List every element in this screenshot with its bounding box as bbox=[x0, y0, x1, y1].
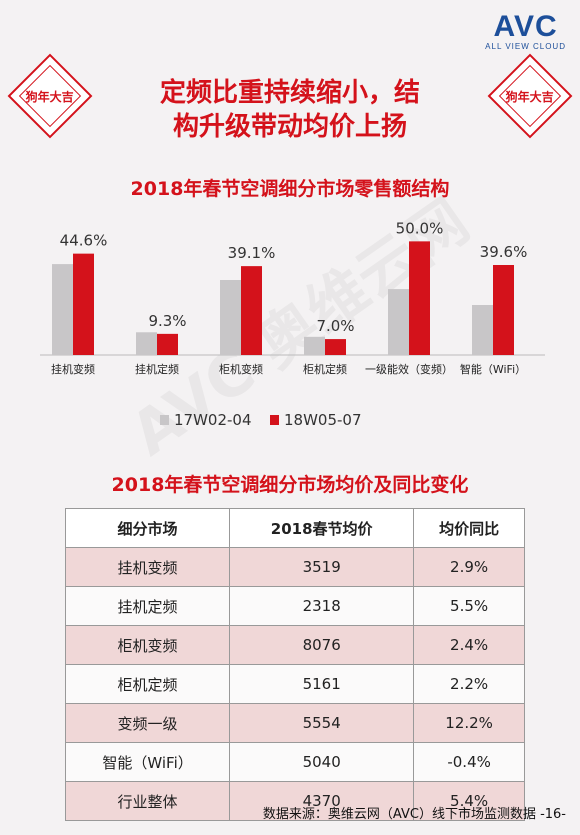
avc-logo: AVC ALL VIEW CLOUD bbox=[485, 10, 566, 52]
table-row: 挂机定频 2318 5.5% bbox=[64, 586, 525, 626]
headline-line-2: 构升级带动均价上扬 bbox=[172, 112, 407, 142]
bar-curr bbox=[73, 253, 94, 355]
cell-yoy: 2.4% bbox=[413, 625, 525, 665]
bar-chart: 44.6% 挂机变频 9.3% 挂机定频 39.1% 柜机变频 7.0% 柜机定频 50.0% 一… bbox=[40, 219, 545, 429]
legend-label: 18W05-07 bbox=[284, 411, 362, 429]
cell-segment: 柜机定频 bbox=[64, 664, 231, 704]
price-table: 细分市场 2018春节均价 均价同比 挂机变频 3519 2.9% 挂机定频 2318… bbox=[64, 508, 525, 821]
cell-segment: 挂机变频 bbox=[64, 547, 231, 587]
badge-text: 狗年大吉 bbox=[505, 89, 554, 104]
cell-yoy: 12.2% bbox=[413, 703, 525, 743]
table-row: 柜机定频 5161 2.2% bbox=[64, 664, 525, 704]
cell-yoy: 5.4% bbox=[413, 781, 525, 821]
cell-price: 3519 bbox=[229, 547, 415, 587]
category-label: 一级能效（变频） bbox=[365, 362, 453, 376]
data-label: 39.6% bbox=[480, 243, 528, 261]
category-label: 柜机定频 bbox=[303, 362, 347, 376]
cell-yoy: -0.4% bbox=[413, 742, 525, 782]
bar-curr bbox=[241, 266, 262, 355]
table-row: 行业整体 4370 5.4% bbox=[64, 781, 525, 821]
bar-curr bbox=[325, 339, 346, 355]
bar-prev bbox=[388, 289, 409, 355]
header-segment: 细分市场 bbox=[64, 508, 231, 548]
data-label: 50.0% bbox=[396, 219, 444, 237]
headline-line-1: 定频比重持续缩小，结 bbox=[159, 78, 420, 108]
cell-price: 8076 bbox=[229, 625, 415, 665]
cell-yoy: 2.9% bbox=[413, 547, 525, 587]
bar-prev bbox=[472, 305, 493, 355]
legend-swatch bbox=[160, 415, 169, 425]
cell-price: 4370 bbox=[229, 781, 415, 821]
cell-yoy: 2.2% bbox=[413, 664, 525, 704]
header-avg-price: 2018春节均价 bbox=[229, 508, 415, 548]
category-label: 智能（WiFi） bbox=[460, 362, 526, 376]
bar-prev bbox=[136, 332, 157, 355]
chart-title: 2018年春节空调细分市场零售额结构 bbox=[130, 178, 450, 200]
cell-segment: 挂机定频 bbox=[64, 586, 231, 626]
category-label: 柜机变频 bbox=[219, 362, 263, 376]
dog-year-badge-left: 狗年大吉 bbox=[7, 53, 93, 139]
table-row: 柜机变频 8076 2.4% bbox=[64, 625, 525, 665]
legend-label: 17W02-04 bbox=[174, 411, 252, 429]
headline: 定频比重持续缩小，结 构升级带动均价上扬 bbox=[90, 76, 490, 144]
table-title: 2018年春节空调细分市场均价及同比变化 bbox=[111, 474, 469, 496]
table-row: 挂机变频 3519 2.9% bbox=[64, 547, 525, 587]
cell-segment: 行业整体 bbox=[64, 781, 231, 821]
source-note: 数据来源：奥维云网（AVC）线下市场监测数据 -16- bbox=[262, 807, 566, 822]
data-label: 39.1% bbox=[228, 244, 276, 262]
bar-curr bbox=[493, 265, 514, 355]
table-header-row: 细分市场 2018春节均价 均价同比 bbox=[64, 508, 525, 548]
data-label: 7.0% bbox=[316, 317, 354, 335]
cell-price: 5040 bbox=[229, 742, 415, 782]
cell-segment: 变频一级 bbox=[64, 703, 231, 743]
bar-prev bbox=[220, 280, 241, 355]
category-label: 挂机定频 bbox=[135, 362, 179, 376]
cell-yoy: 5.5% bbox=[413, 586, 525, 626]
logo-mark: AVC bbox=[493, 10, 558, 43]
cell-segment: 柜机变频 bbox=[64, 625, 231, 665]
bar-curr bbox=[157, 333, 178, 355]
cell-price: 2318 bbox=[229, 586, 415, 626]
header-yoy: 均价同比 bbox=[413, 508, 525, 548]
cell-price: 5554 bbox=[229, 703, 415, 743]
table-row: 智能（WiFi） 5040 -0.4% bbox=[64, 742, 525, 782]
cell-segment: 智能（WiFi） bbox=[64, 742, 231, 782]
data-label: 44.6% bbox=[60, 232, 108, 250]
dog-year-badge-right: 狗年大吉 bbox=[487, 53, 573, 139]
bar-prev bbox=[304, 336, 325, 355]
legend-swatch bbox=[270, 415, 279, 425]
bar-curr bbox=[409, 241, 430, 355]
table-row: 变频一级 5554 12.2% bbox=[64, 703, 525, 743]
category-label: 挂机变频 bbox=[51, 362, 95, 376]
cell-price: 5161 bbox=[229, 664, 415, 704]
logo-subtitle: ALL VIEW CLOUD bbox=[485, 42, 566, 51]
bar-prev bbox=[52, 264, 73, 355]
badge-text: 狗年大吉 bbox=[25, 89, 74, 104]
data-label: 9.3% bbox=[148, 312, 186, 330]
